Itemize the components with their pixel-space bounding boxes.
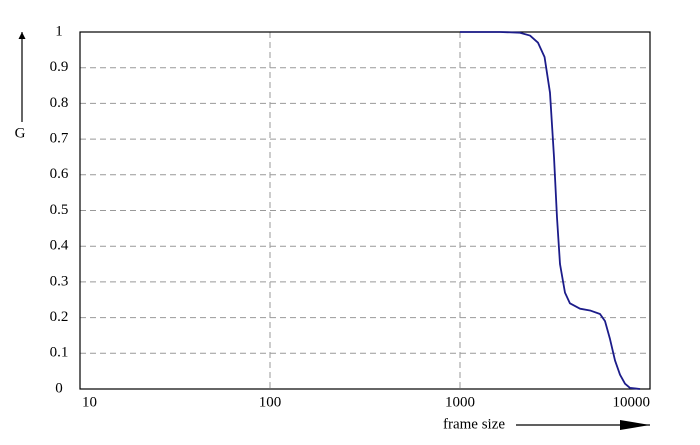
y-tick-label: 0 bbox=[55, 380, 63, 396]
x-tick-label: 100 bbox=[259, 394, 282, 410]
y-tick-label: 1 bbox=[55, 23, 63, 39]
y-tick-label: 0.8 bbox=[50, 95, 69, 111]
x-tick-label: 1000 bbox=[445, 394, 475, 410]
y-tick-label: 0.9 bbox=[50, 59, 69, 75]
x-tick-label: 10 bbox=[82, 394, 97, 410]
x-tick-label: 10000 bbox=[613, 394, 651, 410]
y-tick-label: 0.5 bbox=[50, 202, 69, 218]
plot-frame bbox=[79, 31, 651, 390]
y-tick-label: 0.4 bbox=[50, 238, 69, 254]
data-line bbox=[460, 31, 641, 390]
y-tick-label: 0.2 bbox=[50, 309, 69, 325]
y-tick-label: 0.3 bbox=[50, 273, 69, 289]
y-tick-label: 0.6 bbox=[50, 166, 69, 182]
y-axis-label: G bbox=[15, 125, 26, 141]
y-tick-label: 0.1 bbox=[50, 345, 69, 361]
x-axis-label: frame size bbox=[443, 416, 505, 432]
y-tick-label: 0.7 bbox=[50, 131, 69, 147]
